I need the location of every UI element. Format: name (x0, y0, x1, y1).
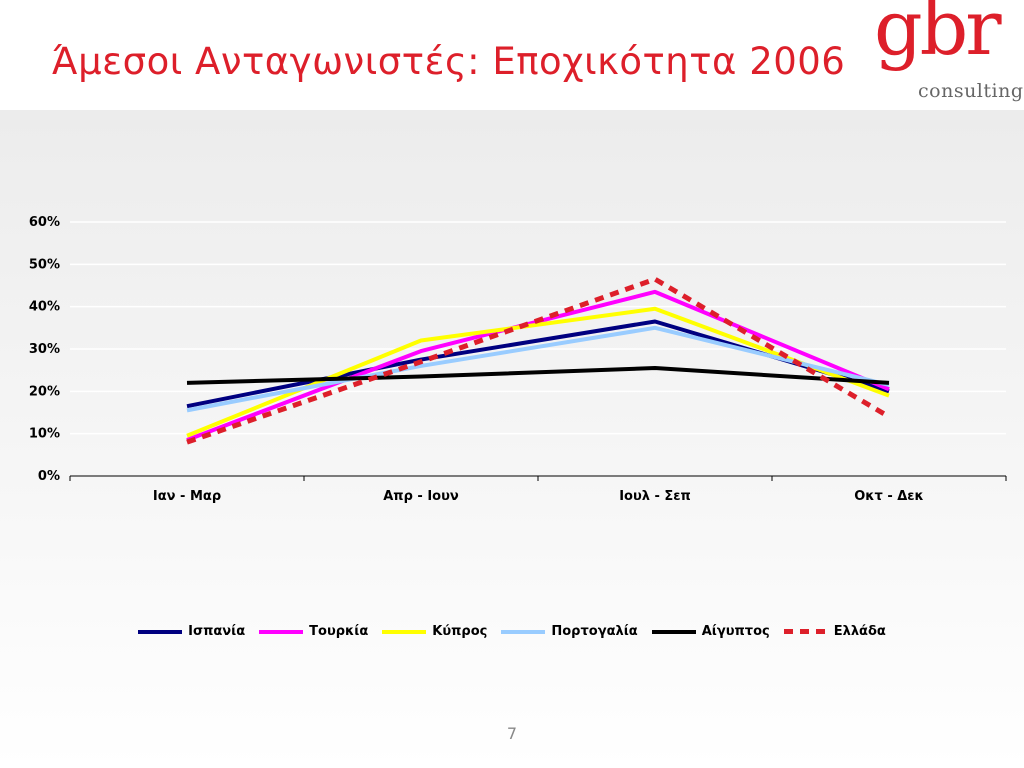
legend-label: Πορτογαλία (551, 624, 638, 639)
y-tick-label: 30% (29, 342, 60, 357)
legend-label: Αίγυπτος (701, 624, 770, 639)
legend-label: Τουρκία (309, 624, 369, 639)
y-tick-label: 40% (29, 300, 60, 315)
legend-item: Αίγυπτος (651, 624, 770, 639)
legend-swatch (259, 629, 304, 634)
y-tick-label: 20% (29, 384, 60, 399)
legend-swatch (651, 629, 696, 634)
y-tick-label: 50% (29, 257, 60, 272)
legend-item: Ισπανία (138, 624, 245, 639)
x-axis: Ιαν - Μαρ Απρ - Ιουν Ιουλ - Σεπ Οκτ - Δεκ (69, 475, 1007, 504)
x-tick-label: Απρ - Ιουν (383, 489, 459, 504)
legend-item: Κύπρος (382, 624, 487, 639)
slide-header: Άμεσοι Ανταγωνιστές: Εποχικότητα 2006 gb… (0, 0, 1024, 110)
y-axis-tick-labels: 0% 10% 20% 30% 40% 50% 60% (29, 215, 60, 484)
legend-item: Τουρκία (259, 624, 368, 639)
legend-swatch (138, 629, 183, 634)
seasonality-line-chart: 0% 10% 20% 30% 40% 50% 60% Ιαν - Μαρ Απρ - Ιουν… (29, 215, 1007, 504)
gridlines (70, 221, 1006, 435)
series-line-Τουρκία (186, 289, 890, 442)
legend-item: Πορτογαλία (501, 624, 638, 639)
gbr-logo: gbr consulting (868, 0, 1024, 106)
legend-label: Ελλάδα (833, 624, 886, 639)
y-tick-label: 10% (29, 427, 60, 442)
page-number: 7 (506, 724, 518, 743)
series-line-Πορτογαλία (186, 325, 890, 413)
content-panel (0, 110, 1024, 768)
series-line-Αίγυπτος (186, 366, 890, 385)
y-tick-label: 60% (29, 215, 60, 230)
legend-swatch (501, 629, 546, 634)
y-tick-label: 0% (38, 469, 60, 484)
legend-item: Ελλάδα (783, 624, 886, 639)
x-tick-label: Ιουλ - Σεπ (619, 489, 691, 504)
x-tick-label: Οκτ - Δεκ (854, 489, 924, 504)
logo-subtitle: consulting (918, 80, 1024, 102)
series-lines (186, 276, 891, 445)
x-tick-label: Ιαν - Μαρ (153, 489, 221, 504)
logo-wordmark: gbr (874, 0, 1002, 72)
series-line-Ελλάδα (186, 276, 891, 445)
legend-swatch (783, 629, 828, 634)
slide-title: Άμεσοι Ανταγωνιστές: Εποχικότητα 2006 (52, 40, 846, 83)
legend-swatch (382, 629, 427, 634)
legend-label: Κύπρος (432, 624, 488, 639)
chart-legend: Ισπανία Τουρκία Κύπρος Πορτογαλία Αίγυπτος Ελ… (0, 624, 1024, 639)
legend-label: Ισπανία (188, 624, 246, 639)
